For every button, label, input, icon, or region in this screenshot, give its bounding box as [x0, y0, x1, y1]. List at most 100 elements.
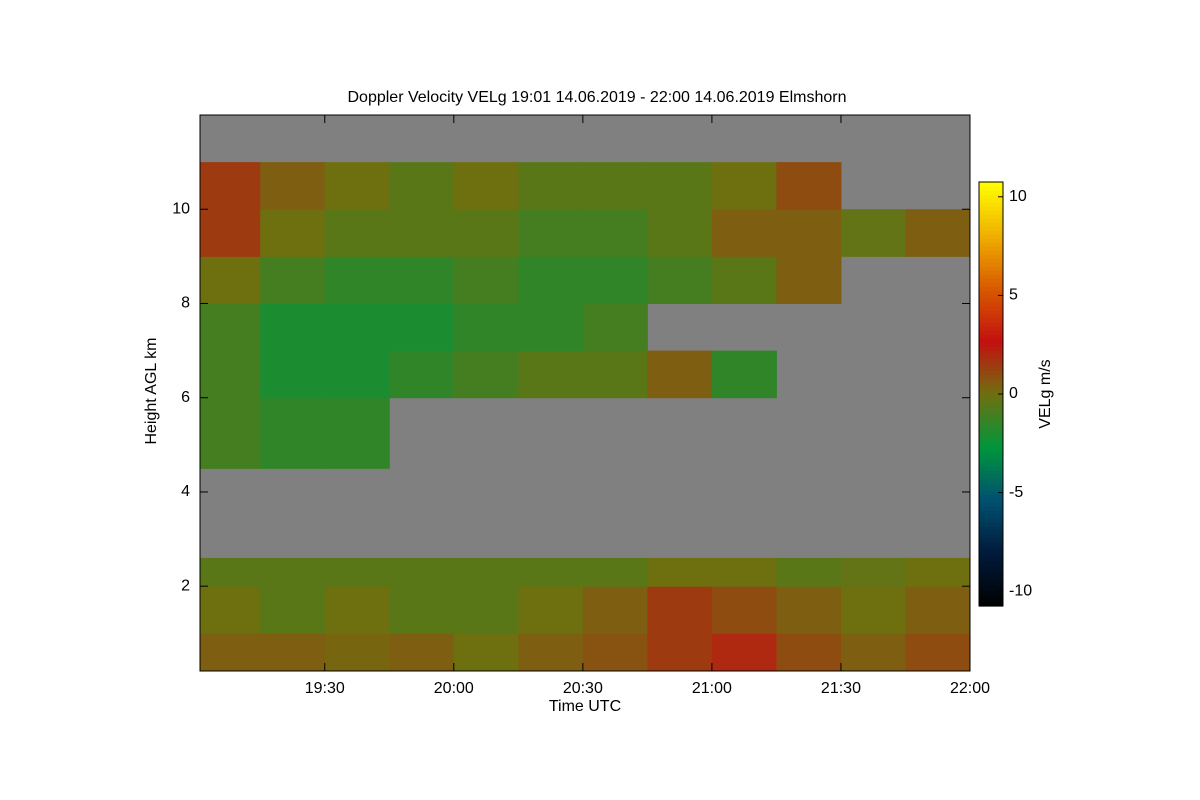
colorbar-segment — [979, 306, 1003, 311]
heatmap-cell — [647, 557, 713, 587]
heatmap-cell — [453, 209, 519, 257]
heatmap-cell — [518, 162, 584, 210]
heatmap-cell — [200, 586, 261, 634]
colorbar-segment — [979, 206, 1003, 211]
heatmap-cell — [260, 397, 326, 469]
colorbar-segment — [979, 490, 1003, 495]
heatmap-cell — [260, 586, 326, 634]
heatmap-cell — [389, 586, 455, 634]
heatmap-cell — [260, 303, 326, 352]
heatmap-cell — [582, 209, 648, 257]
colorbar-segment — [979, 362, 1003, 367]
colorbar-tick-label: 5 — [1009, 287, 1018, 304]
heatmap-cell — [324, 397, 390, 469]
colorbar-tick-label: -10 — [1009, 582, 1032, 599]
heatmap-cell — [518, 256, 584, 304]
heatmap-cell — [905, 633, 971, 672]
heatmap-cell — [200, 557, 261, 587]
heatmap-cell — [840, 557, 906, 587]
colorbar-segment — [979, 286, 1003, 291]
colorbar-segment — [979, 346, 1003, 351]
colorbar-segment — [979, 522, 1003, 527]
heatmap-cell — [453, 162, 519, 210]
colorbar-segment — [979, 526, 1003, 531]
colorbar-segment — [979, 314, 1003, 319]
colorbar-segment — [979, 250, 1003, 255]
colorbar-segment — [979, 430, 1003, 435]
heatmap-cell — [324, 209, 390, 257]
x-tick-label: 20:30 — [563, 680, 603, 697]
colorbar-segment — [979, 486, 1003, 491]
colorbar-segment — [979, 394, 1003, 399]
x-tick-label: 19:30 — [305, 680, 345, 697]
heatmap-cell — [389, 350, 455, 399]
heatmap-cell — [324, 162, 390, 210]
colorbar-segment — [979, 558, 1003, 563]
heatmap-cell — [389, 162, 455, 210]
heatmap-cell — [518, 633, 584, 672]
colorbar-segment — [979, 350, 1003, 355]
heatmap-cell — [324, 557, 390, 587]
colorbar-segment — [979, 234, 1003, 239]
heatmap-cell — [324, 303, 390, 352]
colorbar-segment — [979, 322, 1003, 327]
heatmap-cell — [647, 162, 713, 210]
heatmap-cell — [582, 162, 648, 210]
heatmap-cell — [200, 303, 261, 352]
colorbar-segment — [979, 470, 1003, 475]
x-tick-label: 21:30 — [821, 680, 861, 697]
colorbar-segment — [979, 478, 1003, 483]
heatmap-cell — [776, 256, 842, 304]
colorbar-label: VELg m/s — [1037, 359, 1054, 428]
x-tick-label: 20:00 — [434, 680, 474, 697]
colorbar-segment — [979, 282, 1003, 287]
colorbar-tick-label: -5 — [1009, 484, 1023, 501]
chart-title: Doppler Velocity VELg 19:01 14.06.2019 -… — [347, 89, 846, 106]
colorbar-segment — [979, 254, 1003, 259]
heatmap-cell — [200, 256, 261, 304]
colorbar-segment — [979, 258, 1003, 263]
colorbar-segment — [979, 418, 1003, 423]
colorbar-segment — [979, 446, 1003, 451]
colorbar-segment — [979, 442, 1003, 447]
heatmap-cell — [200, 350, 261, 399]
colorbar-segment — [979, 310, 1003, 315]
colorbar-segment — [979, 214, 1003, 219]
colorbar-segment — [979, 218, 1003, 223]
heatmap-cell — [518, 557, 584, 587]
colorbar-segment — [979, 510, 1003, 515]
colorbar-segment — [979, 550, 1003, 555]
colorbar-segment — [979, 278, 1003, 283]
heatmap-cell — [260, 209, 326, 257]
heatmap-cell — [711, 557, 777, 587]
colorbar-segment — [979, 450, 1003, 455]
colorbar-segment — [979, 182, 1003, 187]
colorbar-segment — [979, 546, 1003, 551]
heatmap-cell — [582, 633, 648, 672]
heatmap-cell — [582, 586, 648, 634]
colorbar-segment — [979, 602, 1003, 607]
heatmap-cell — [647, 633, 713, 672]
colorbar-segment — [979, 502, 1003, 507]
heatmap-cell — [840, 633, 906, 672]
colorbar-segment — [979, 186, 1003, 191]
heatmap-cell — [582, 303, 648, 352]
colorbar-segment — [979, 398, 1003, 403]
heatmap-cell — [647, 209, 713, 257]
colorbar-tick-label: 0 — [1009, 385, 1018, 402]
heatmap-cell — [389, 209, 455, 257]
colorbar-segment — [979, 498, 1003, 503]
heatmap-cell — [840, 209, 906, 257]
colorbar-segment — [979, 458, 1003, 463]
colorbar-segment — [979, 426, 1003, 431]
colorbar-segment — [979, 574, 1003, 579]
heatmap-cell — [711, 586, 777, 634]
colorbar-segment — [979, 338, 1003, 343]
colorbar-segment — [979, 194, 1003, 199]
y-tick-label: 6 — [181, 389, 190, 406]
colorbar-segment — [979, 586, 1003, 591]
heatmap-cell — [260, 557, 326, 587]
colorbar-segment — [979, 534, 1003, 539]
heatmap-cell — [324, 256, 390, 304]
colorbar-segment — [979, 222, 1003, 227]
